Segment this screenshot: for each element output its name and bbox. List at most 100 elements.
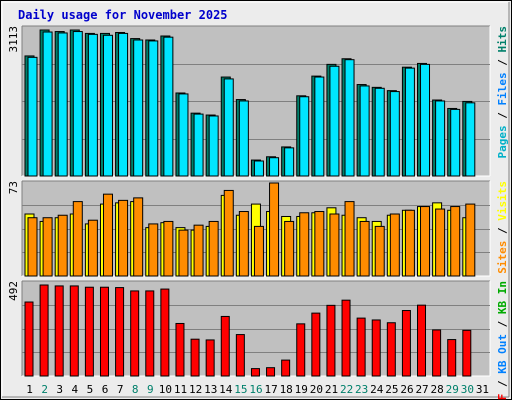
- x-tick-label-day-16: 16: [249, 383, 262, 396]
- files-bar-day-23: [359, 85, 370, 177]
- legend-segment-hits-files-1: /: [496, 106, 509, 126]
- files-bar-day-12: [193, 113, 204, 177]
- sites-bar-day-13: [208, 220, 219, 277]
- files-bar-day-28: [435, 100, 446, 177]
- x-tick-label-day-8: 8: [132, 383, 139, 396]
- legend-segment-visits-sites-1: /: [496, 221, 509, 241]
- files-bar-day-21: [329, 65, 340, 177]
- files-bar-day-26: [404, 67, 415, 177]
- x-tick-label-day-5: 5: [87, 383, 94, 396]
- kbf-bar-day-10: [160, 288, 170, 377]
- legend-segment-kbytes-4: KB In: [496, 281, 509, 314]
- x-tick-label-day-7: 7: [117, 383, 124, 396]
- sites-bar-day-19: [299, 212, 310, 277]
- files-bar-day-24: [374, 87, 385, 177]
- files-bar-day-20: [314, 76, 325, 177]
- legend-kbytes: KB F / KB Out / KB In: [496, 281, 509, 400]
- x-tick-label-day-26: 26: [400, 383, 413, 396]
- kbf-bar-day-25: [386, 322, 396, 377]
- files-bar-day-3: [57, 32, 68, 177]
- x-tick-label-day-13: 13: [204, 383, 217, 396]
- sites-bar-day-1: [27, 217, 38, 277]
- files-bar-day-10: [163, 36, 174, 177]
- x-tick-label-day-9: 9: [147, 383, 154, 396]
- sites-bar-day-24: [374, 225, 385, 277]
- sites-bar-day-5: [87, 219, 98, 277]
- sites-bar-day-12: [193, 224, 204, 277]
- x-tick-label-day-22: 22: [340, 383, 353, 396]
- x-tick-label-day-23: 23: [355, 383, 368, 396]
- x-tick-label-day-20: 20: [310, 383, 323, 396]
- kbf-bar-day-21: [326, 304, 336, 377]
- x-tick-label-day-11: 11: [174, 383, 187, 396]
- x-tick-label-day-30: 30: [461, 383, 474, 396]
- files-bar-day-2: [42, 31, 53, 177]
- x-tick-label-day-2: 2: [41, 383, 48, 396]
- files-bar-day-5: [87, 33, 98, 177]
- files-bar-day-11: [178, 93, 189, 177]
- sites-bar-day-28: [435, 208, 446, 277]
- legend-segment-kbytes-3: /: [496, 314, 509, 334]
- ymax-label-visits-sites: 73: [7, 181, 20, 194]
- kbf-bar-day-11: [175, 322, 185, 377]
- sites-bar-day-23: [359, 220, 370, 277]
- sites-bar-day-22: [344, 201, 355, 277]
- sites-bar-day-26: [404, 209, 415, 277]
- kbf-bar-day-13: [205, 339, 215, 377]
- kbf-bar-day-18: [281, 359, 291, 377]
- sites-bar-day-7: [118, 199, 129, 277]
- kbf-bar-day-9: [145, 290, 155, 377]
- sites-bar-day-4: [72, 201, 83, 277]
- x-tick-label-day-15: 15: [234, 383, 247, 396]
- kbf-bar-day-15: [235, 334, 245, 377]
- files-bar-day-29: [450, 108, 461, 177]
- kbf-bar-day-12: [190, 338, 200, 377]
- sites-bar-day-15: [238, 211, 249, 277]
- files-bar-day-14: [223, 78, 234, 177]
- x-tick-label-day-1: 1: [26, 383, 33, 396]
- files-bar-day-13: [208, 115, 219, 177]
- sites-bar-day-30: [465, 203, 476, 277]
- legend-hits-files: Pages / Files / Hits: [496, 26, 509, 159]
- sites-bar-day-20: [314, 211, 325, 277]
- legend-segment-visits-sites-2: Visits: [496, 181, 509, 221]
- sites-bar-day-2: [42, 217, 53, 277]
- sites-bar-day-11: [178, 229, 189, 277]
- sites-bar-day-14: [223, 189, 234, 277]
- x-tick-label-day-10: 10: [159, 383, 172, 396]
- legend-visits-sites: Sites / Visits: [496, 181, 509, 274]
- sites-bar-day-10: [163, 220, 174, 277]
- kbf-bar-day-17: [266, 367, 276, 377]
- kbf-bar-day-22: [341, 299, 351, 377]
- chart-title: Daily usage for November 2025: [18, 8, 228, 22]
- ymax-label-kbytes: 492: [7, 281, 20, 301]
- files-bar-day-17: [269, 157, 280, 177]
- kbf-bar-day-16: [250, 368, 260, 377]
- sites-bar-day-27: [420, 206, 431, 277]
- legend-segment-hits-files-4: Hits: [496, 26, 509, 53]
- files-bar-day-9: [148, 40, 159, 177]
- kbf-bar-day-14: [220, 315, 230, 377]
- x-tick-label-day-25: 25: [385, 383, 398, 396]
- files-bar-day-6: [102, 34, 113, 177]
- kbf-bar-day-5: [84, 286, 94, 377]
- files-bar-day-7: [118, 32, 129, 177]
- x-tick-label-day-31: 31: [476, 383, 489, 396]
- sites-bar-day-17: [269, 182, 280, 277]
- sites-bar-day-16: [253, 225, 264, 277]
- kbf-bar-day-6: [99, 286, 109, 377]
- kbf-bar-day-23: [356, 317, 366, 377]
- kbf-bar-day-26: [401, 310, 411, 377]
- x-tick-label-day-27: 27: [415, 383, 428, 396]
- files-bar-day-22: [344, 59, 355, 177]
- sites-bar-day-8: [133, 197, 144, 277]
- x-tick-label-day-14: 14: [219, 383, 233, 396]
- kbf-bar-day-24: [371, 319, 381, 377]
- files-bar-day-30: [465, 102, 476, 177]
- kbf-bar-day-3: [54, 285, 64, 377]
- legend-segment-kbytes-0: KB F: [496, 394, 509, 400]
- kbf-bar-day-2: [39, 284, 49, 377]
- files-bar-day-1: [27, 56, 38, 177]
- x-tick-label-day-3: 3: [56, 383, 63, 396]
